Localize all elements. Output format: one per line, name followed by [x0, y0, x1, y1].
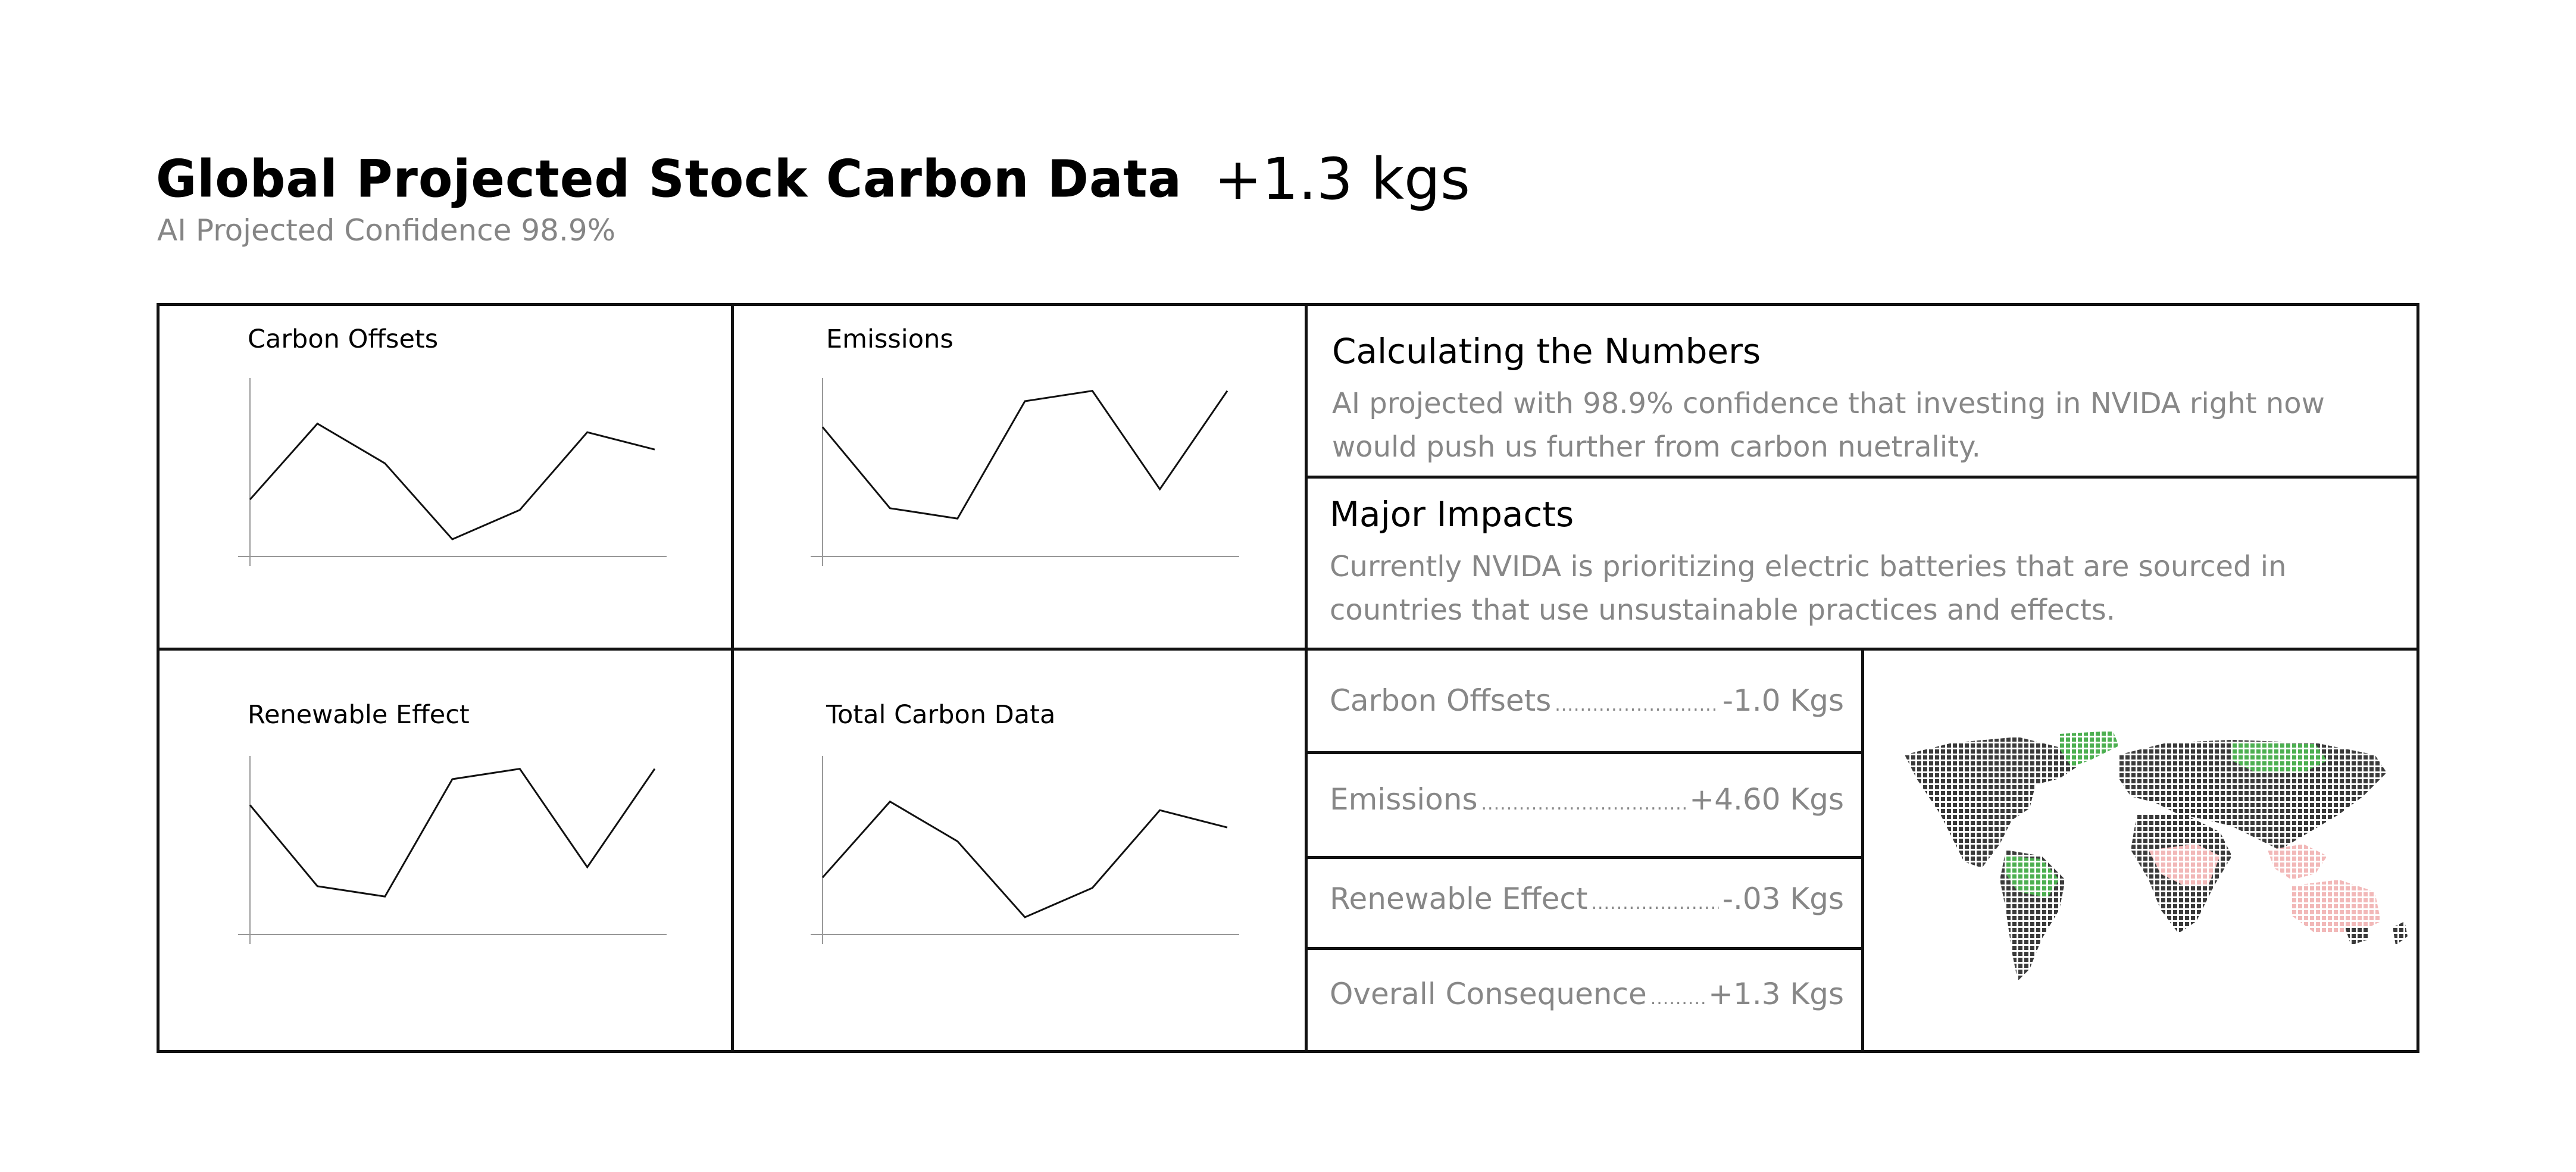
australia-region — [2291, 880, 2381, 933]
metric-value: -.03 Kgs — [1722, 882, 1844, 916]
divider — [1305, 947, 1862, 950]
leader-dots — [1481, 793, 1686, 814]
impacts-section: Major Impacts Currently NVIDA is priorit… — [1330, 494, 2416, 632]
divider — [157, 648, 2419, 651]
divider — [1861, 648, 1864, 1053]
leader-dots — [1591, 893, 1719, 914]
metric-row: Overall Consequence +1.3 Kgs — [1330, 977, 1844, 1024]
divider — [1305, 856, 1862, 859]
total-carbon-data-chart — [811, 756, 1239, 944]
series-line — [249, 422, 655, 540]
siberia-region — [2232, 743, 2327, 773]
divider — [1305, 751, 1862, 754]
metric-value: -1.0 Kgs — [1722, 683, 1844, 718]
header: Global Projected Stock Carbon Data +1.3 … — [156, 140, 1470, 218]
calculating-heading: Calculating the Numbers — [1332, 331, 1761, 371]
eurasia-region — [2119, 740, 2387, 850]
chart-title: Emissions — [826, 324, 954, 354]
series-line — [249, 767, 656, 898]
total-value: +1.3 kgs — [1214, 146, 1470, 212]
divider — [1305, 476, 2419, 479]
south-asia-region — [2268, 844, 2327, 880]
leader-dots — [1555, 695, 1719, 715]
metric-label: Carbon Offsets — [1330, 683, 1552, 718]
metric-row: Carbon Offsets -1.0 Kgs — [1330, 683, 1844, 731]
chart-title: Carbon Offsets — [248, 324, 439, 354]
carbon-offsets-chart — [238, 378, 667, 566]
impacts-body: Currently NVIDA is prioritizing electric… — [1330, 550, 2287, 627]
dotted-world-map-icon — [1905, 731, 2408, 981]
metric-label: Emissions — [1330, 782, 1478, 817]
greenland-region — [2059, 731, 2119, 767]
divider — [1305, 303, 1308, 1053]
emissions-chart — [811, 378, 1239, 566]
series-line — [821, 800, 1228, 918]
calculating-body: AI projected with 98.9% confidence that … — [1332, 387, 2325, 464]
page-title: Global Projected Stock Carbon Data — [156, 149, 1182, 209]
metric-value: +1.3 Kgs — [1708, 977, 1844, 1011]
metric-row: Emissions +4.60 Kgs — [1330, 782, 1844, 830]
australia-outline-region — [2345, 927, 2369, 945]
metric-label: Overall Consequence — [1330, 977, 1647, 1011]
metric-label: Renewable Effect — [1330, 882, 1588, 916]
metric-row: Renewable Effect -.03 Kgs — [1330, 882, 1844, 929]
calculating-section: Calculating the Numbers AI projected wit… — [1332, 331, 2409, 469]
divider — [731, 303, 734, 1053]
metric-value: +4.60 Kgs — [1689, 782, 1844, 817]
chart-title: Total Carbon Data — [826, 700, 1056, 730]
africa-impact-region — [2149, 844, 2220, 886]
confidence-subtitle: AI Projected Confidence 98.9% — [157, 213, 616, 248]
dashboard-frame — [157, 303, 2419, 1053]
new-zealand-region — [2393, 921, 2408, 945]
impacts-heading: Major Impacts — [1330, 494, 1574, 535]
amazon-region — [2006, 856, 2059, 898]
series-line — [821, 389, 1228, 520]
chart-title: Renewable Effect — [248, 700, 470, 730]
north-america-region — [1905, 737, 2077, 868]
renewable-effect-chart — [238, 756, 667, 944]
leader-dots — [1650, 988, 1705, 1009]
